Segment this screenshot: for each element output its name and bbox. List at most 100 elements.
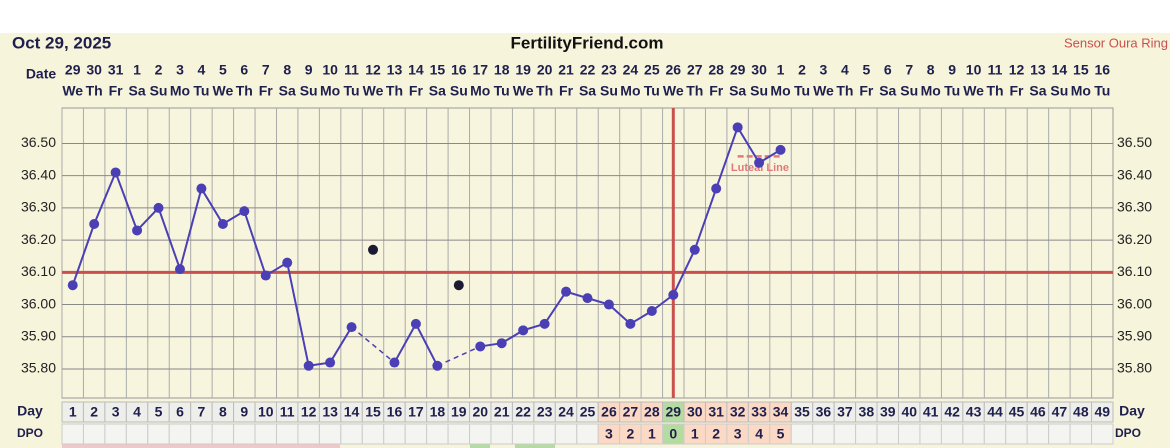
dpo-cell	[962, 423, 985, 445]
site-title: FertilityFriend.com	[510, 33, 663, 52]
weekday-label: Th	[236, 83, 253, 99]
weekday-label: Fr	[109, 83, 124, 99]
dpo-cell	[511, 423, 535, 445]
date-header: Oct 29, 2025	[12, 33, 111, 52]
day-number: 45	[1009, 404, 1025, 420]
day-number: 42	[944, 404, 960, 420]
dpo-cell	[533, 423, 556, 445]
date-label: 28	[708, 62, 724, 78]
day-number: 20	[472, 404, 488, 420]
weekday-label: Th	[386, 83, 403, 99]
day-number: 26	[601, 404, 617, 420]
day-number: 15	[365, 404, 381, 420]
plot-area	[61, 107, 1114, 399]
dpo-number: 4	[755, 426, 763, 442]
weekday-label: Fr	[709, 83, 724, 99]
temperature-point	[132, 225, 143, 236]
weekday-label: Mo	[320, 83, 340, 99]
temperature-point	[689, 244, 700, 255]
date-label: 17	[472, 62, 488, 78]
date-label: 30	[86, 62, 102, 78]
day-number: 36	[816, 404, 832, 420]
row-label: Date	[26, 66, 57, 82]
temperature-point	[325, 357, 336, 368]
y-tick-label: 36.20	[1117, 231, 1152, 247]
day-number: 43	[966, 404, 982, 420]
date-label: 10	[966, 62, 982, 78]
weekday-label: Mo	[1071, 83, 1091, 99]
temperature-point	[110, 167, 121, 178]
weekday-label: We	[212, 83, 233, 99]
date-label: 24	[623, 62, 639, 78]
dpo-cell	[554, 423, 578, 445]
date-label: 9	[948, 62, 956, 78]
day-number: 11	[280, 404, 295, 420]
y-tick-label: 36.50	[21, 134, 56, 150]
y-tick-label: 36.30	[21, 199, 56, 215]
date-label: 7	[262, 62, 270, 78]
date-label: 4	[841, 62, 849, 78]
date-label: 30	[751, 62, 767, 78]
date-label: 11	[344, 62, 359, 78]
date-label: 6	[884, 62, 892, 78]
temperature-point	[346, 322, 357, 333]
temperature-point	[67, 280, 78, 291]
day-number: 4	[133, 404, 141, 420]
day-number: 9	[240, 404, 248, 420]
day-number: 37	[837, 404, 853, 420]
dpo-number: 2	[626, 426, 634, 442]
date-label: 12	[365, 62, 381, 78]
weekday-label: Mo	[620, 83, 640, 99]
dpo-cell	[576, 423, 599, 445]
weekday-label: Fr	[409, 83, 424, 99]
temperature-point	[153, 202, 164, 213]
date-label: 2	[155, 62, 163, 78]
temperature-point	[410, 318, 421, 329]
temperature-point	[475, 341, 486, 352]
dpo-cell	[340, 423, 363, 445]
date-label: 15	[1073, 62, 1089, 78]
dpo-cell	[125, 423, 149, 445]
day-number: 44	[987, 404, 1003, 420]
temperature-point	[625, 318, 636, 329]
dpo-cell	[919, 423, 942, 445]
day-number: 3	[112, 404, 120, 420]
dpo-cell	[168, 423, 192, 445]
date-label: 8	[927, 62, 935, 78]
dpo-cell	[104, 423, 127, 445]
weekday-label: Th	[86, 83, 103, 99]
y-tick-label: 35.80	[21, 360, 56, 376]
day-number: 49	[1094, 404, 1110, 420]
dpo-cell	[426, 423, 449, 445]
day-number: 13	[322, 404, 338, 420]
temperature-point	[389, 357, 400, 368]
dpo-number: 5	[777, 426, 785, 442]
date-label: 16	[1094, 62, 1110, 78]
temperature-point	[518, 325, 529, 336]
temperature-point	[496, 338, 507, 349]
dpo-cell	[82, 423, 106, 445]
weekday-label: Fr	[259, 83, 274, 99]
dpo-cell	[1005, 423, 1028, 445]
weekday-label: Su	[1050, 83, 1068, 99]
date-label: 1	[777, 62, 785, 78]
date-label: 14	[408, 62, 424, 78]
day-number: 12	[301, 404, 317, 420]
dpo-number: 3	[734, 426, 742, 442]
weekday-label: We	[963, 83, 984, 99]
day-number: 29	[666, 404, 682, 420]
date-label: 10	[322, 62, 338, 78]
temperature-point	[711, 183, 722, 194]
dpo-cell	[790, 423, 814, 445]
date-label: 29	[65, 62, 81, 78]
dpo-cell	[447, 423, 471, 445]
gap-connector	[351, 326, 395, 364]
day-number: 5	[155, 404, 163, 420]
date-label: 3	[820, 62, 828, 78]
day-number: 1	[69, 404, 77, 420]
date-label: 6	[240, 62, 248, 78]
y-tick-label: 35.80	[1117, 360, 1152, 376]
dpo-number: 1	[648, 426, 656, 442]
day-number: 2	[90, 404, 98, 420]
